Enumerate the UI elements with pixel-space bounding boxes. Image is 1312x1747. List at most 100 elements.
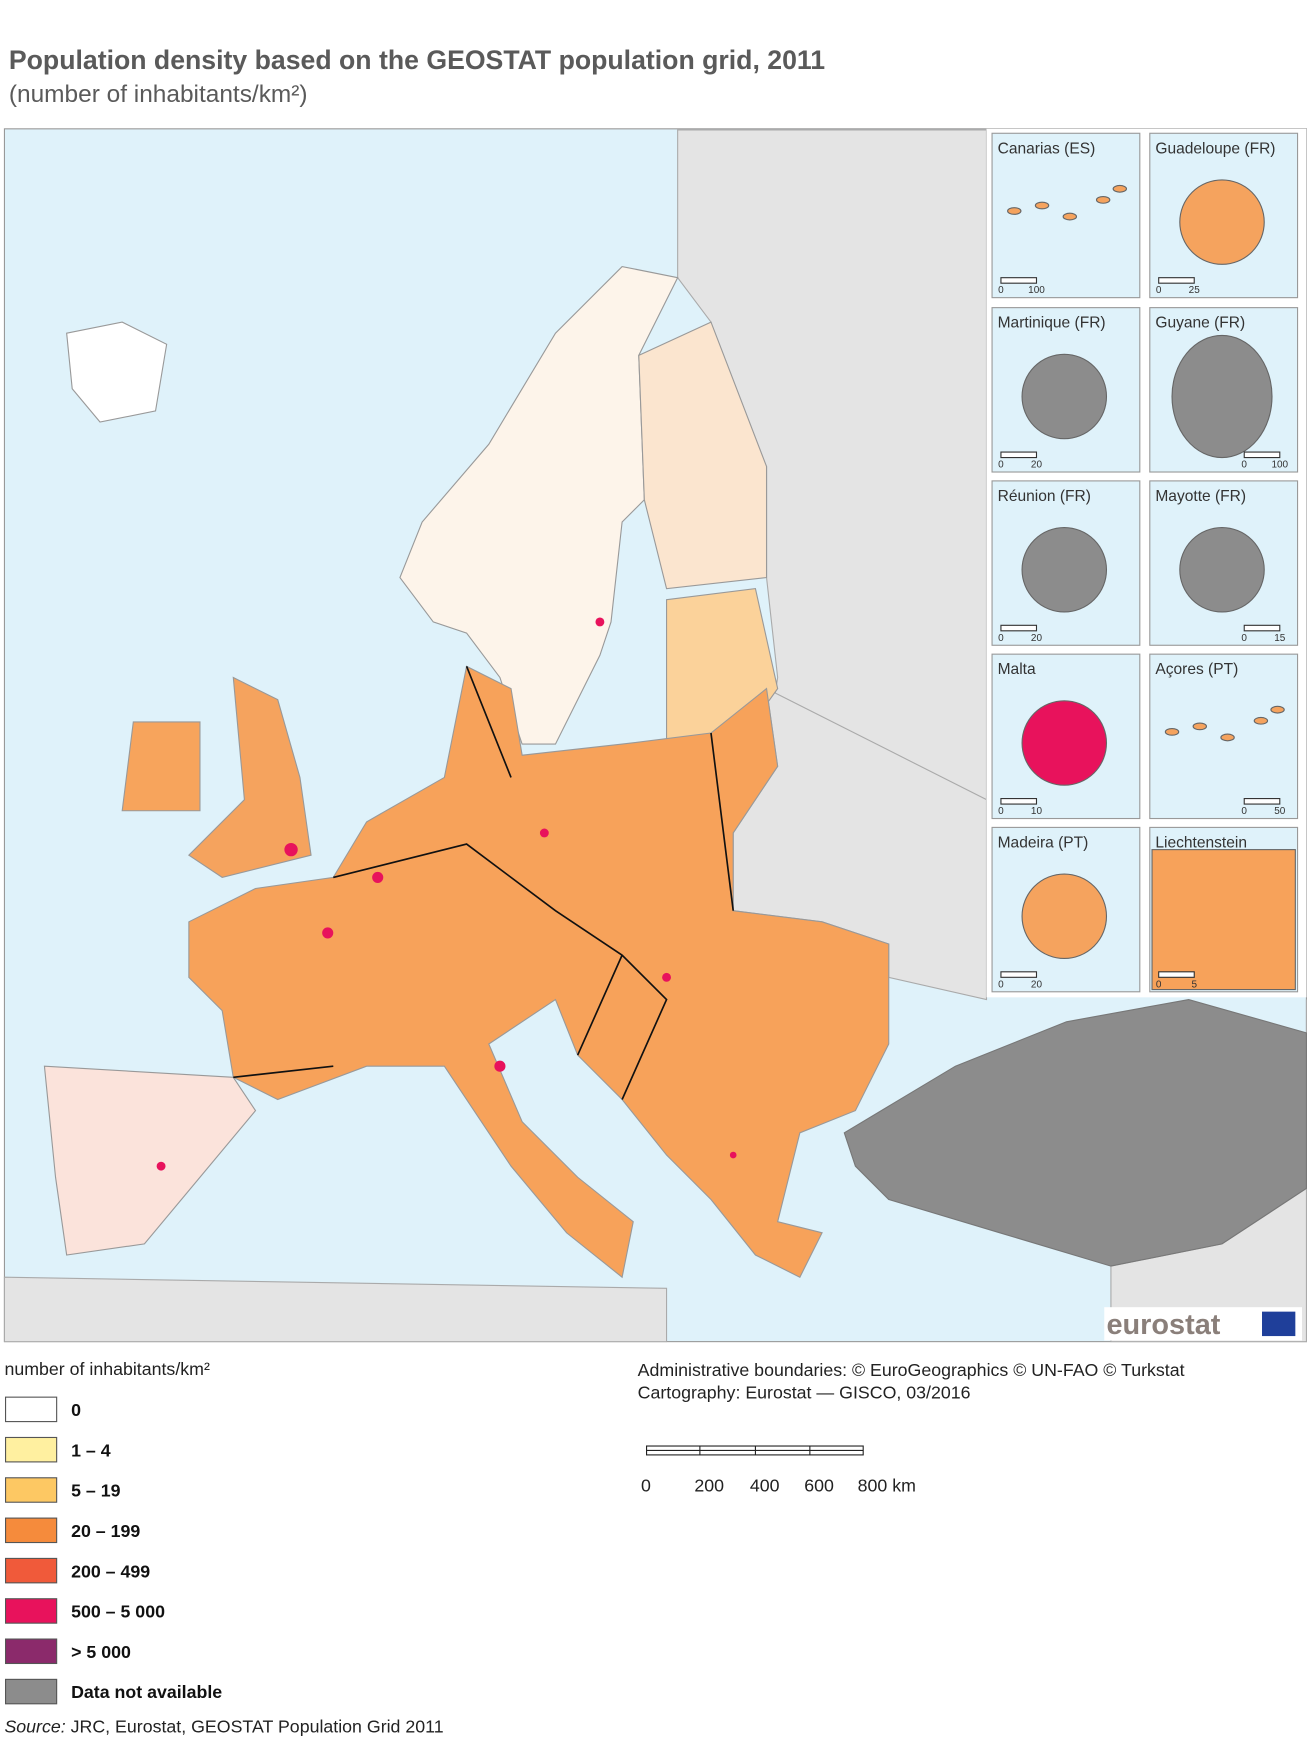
inset-scale-label: 20 [1031,979,1043,990]
legend-swatch [4,1557,58,1584]
turkey [843,998,1308,1267]
inset-scale [1158,277,1195,284]
inset-scale-label: 0 [998,460,1004,471]
inset-land [1151,849,1296,991]
inset-label: Guyane (FR) [1155,315,1245,332]
source-label: Source: [4,1717,65,1737]
inset-label: Martinique (FR) [998,315,1106,332]
ireland [121,721,201,812]
africa [3,1276,668,1343]
title: Population density based on the GEOSTAT … [9,45,825,75]
inset-scale-label: 5 [1191,979,1197,990]
iceland [66,321,168,423]
inset-scale [1000,971,1038,978]
legend-label: 500 – 5 000 [71,1602,165,1622]
inset-scale [1000,451,1038,459]
inset-label: Mayotte (FR) [1155,488,1246,505]
inset-land [1179,179,1265,265]
inset-scale [1243,624,1281,632]
inset-land [1112,184,1128,193]
inset-land [1171,334,1273,459]
inset-shape [1151,849,1296,991]
inset-scale-label: 15 [1274,633,1286,644]
inset-land [1192,722,1208,731]
scale-label: 0 [641,1476,651,1496]
inset-scale-label: 100 [1028,285,1045,296]
legend: 0 1 – 4 5 – 19 20 – 199 200 – 499 500 – 5 000… [4,1396,222,1705]
credit: Administrative boundaries: © EuroGeograp… [638,1360,1185,1380]
legend-swatch [4,1396,58,1423]
mainland-europe [188,665,890,1279]
inset-label: Açores (PT) [1155,661,1238,678]
source-text: JRC, Eurostat, GEOSTAT Population Grid 2… [66,1717,444,1737]
inset-scale [1158,971,1195,978]
scale-bar: 0 200 400 600 800 km [641,1445,916,1496]
finland [638,321,768,590]
scale-label: 600 [804,1476,834,1496]
great-britain [187,676,312,878]
inset-shape [1021,353,1108,440]
inset-shape [1171,334,1273,459]
inset-scale-label: 20 [1031,633,1043,644]
scale-label: 400 [750,1476,780,1496]
inset-scale-label: 0 [1241,460,1247,471]
inset-scale-label: 0 [1156,285,1162,296]
scale-labels: 0 200 400 600 800 km [641,1476,916,1496]
legend-swatch [4,1678,58,1705]
inset-label: Guadeloupe (FR) [1155,140,1275,157]
inset-scale-label: 0 [1241,633,1247,644]
logo: eurostat [1104,1307,1303,1341]
inset-scale-label: 0 [1156,979,1162,990]
scandinavia [399,265,679,745]
subtitle: (number of inhabitants/km²) [9,81,308,108]
inset-scale [1243,797,1281,805]
scale-label: 800 km [858,1476,916,1496]
inset-land [1021,700,1108,786]
inset-shape [1021,700,1108,786]
borders [233,666,735,1100]
inset-land [1021,526,1108,613]
inset-land [1021,353,1108,440]
inset-scale-label: 0 [1241,806,1247,817]
inset-land [1007,207,1022,215]
inset-scale [1000,277,1038,284]
cities [156,617,737,1171]
legend-swatch [4,1477,58,1503]
inset-shape [1179,526,1265,613]
inset-scale-label: 0 [998,979,1004,990]
legend-label: 20 – 199 [71,1521,140,1541]
legend-label: 1 – 4 [71,1440,111,1460]
legend-swatch [4,1638,58,1665]
source: Source: JRC, Eurostat, GEOSTAT Populatio… [4,1717,443,1737]
inset-land [1220,733,1235,742]
inset-land [1179,526,1265,613]
inset-label: Réunion (FR) [998,488,1091,505]
inset-shape [1179,179,1265,265]
inset-shape [1007,184,1128,221]
logo-text: eurostat [1106,1309,1220,1341]
inset-scale-label: 50 [1274,806,1286,817]
legend-label: > 5 000 [71,1642,131,1662]
inset-land [1062,212,1078,221]
inset-scale-label: 25 [1189,285,1201,296]
inset-shape [1021,526,1108,613]
inset-label: Madeira (PT) [998,834,1089,851]
inset-scale-label: 20 [1031,460,1043,471]
legend-label: 5 – 19 [71,1481,121,1501]
inset-label: Canarias (ES) [998,140,1096,157]
scale-bar-ticks [646,1446,864,1455]
inset-land [1164,728,1180,736]
inset-land [1270,705,1285,714]
legend-swatch [4,1436,58,1463]
inset-land [1253,716,1269,725]
inset-scale [1000,624,1038,632]
legend-title: number of inhabitants/km² [4,1359,210,1379]
inset-scale [1243,451,1281,459]
inset-shape [1164,705,1285,742]
iberia [43,1065,257,1256]
inset-scale [1000,797,1038,805]
inset-land [1021,873,1108,960]
legend-label: Data not available [71,1682,222,1702]
legend-swatch [4,1517,58,1544]
scale-label: 200 [694,1476,724,1496]
